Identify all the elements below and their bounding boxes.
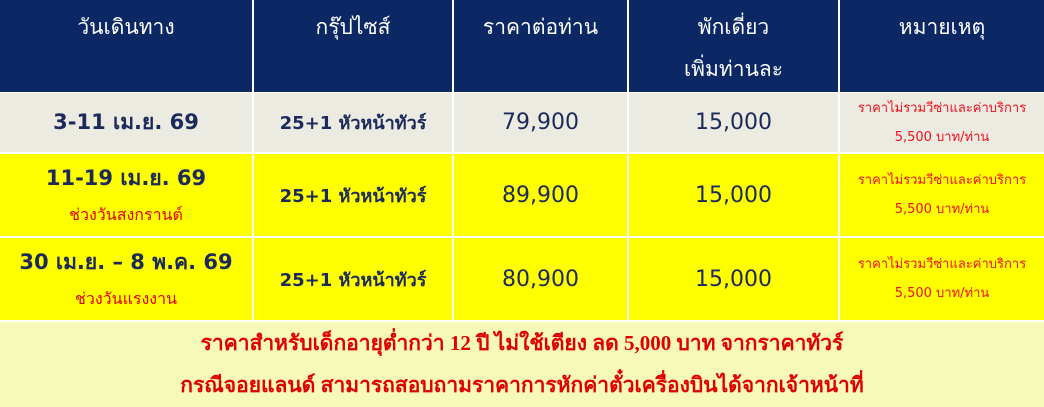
join-land-note: กรณีจอยแลนด์ สามารถสอบถามราคาการหักค่าตั… [180, 373, 864, 397]
period-label: ช่วงวันแรงงาน [74, 289, 178, 308]
period-label: ช่วงวันสงกรานต์ [69, 205, 183, 224]
group-size: 25+1 หัวหน้าทัวร์ [279, 269, 427, 291]
header-group-size: กรุ๊ปไซส์ [254, 0, 454, 92]
price: 89,900 [502, 182, 579, 208]
table-header: วันเดินทาง กรุ๊ปไซส์ ราคาต่อท่าน พักเดี่… [0, 0, 1044, 92]
group-size: 25+1 หัวหน้าทัวร์ [279, 113, 427, 134]
travel-date: 11-19 เม.ย. 69 [45, 166, 207, 190]
footer-notes: ราคาสำหรับเด็กอายุต่ำกว่า 12 ปี ไม่ใช้เต… [0, 322, 1044, 407]
travel-date: 30 เม.ย. – 8 พ.ค. 69 [19, 250, 233, 274]
table-row: 3-11 เม.ย. 69 25+1 หัวหน้าทัวร์ 79,900 1… [0, 93, 1044, 152]
header-label: ราคาต่อท่าน [482, 15, 599, 39]
price: 80,900 [502, 266, 579, 292]
travel-date: 3-11 เม.ย. 69 [53, 110, 199, 134]
remark-line1: ราคาไม่รวมวีซ่าและค่าบริการ [857, 173, 1027, 188]
single-supplement: 15,000 [695, 110, 772, 135]
child-price-note: ราคาสำหรับเด็กอายุต่ำกว่า 12 ปี ไม่ใช้เต… [200, 331, 844, 355]
header-label: วันเดินทาง [77, 15, 175, 39]
header-label: พักเดี่ยว [697, 15, 770, 39]
remark-line1: ราคาไม่รวมวีซ่าและค่าบริการ [857, 257, 1027, 272]
header-label: กรุ๊ปไซส์ [315, 15, 391, 39]
header-price: ราคาต่อท่าน [454, 0, 629, 92]
price: 79,900 [502, 110, 579, 135]
table-row: 30 เม.ย. – 8 พ.ค. 69 ช่วงวันแรงงาน 25+1 ห… [0, 238, 1044, 320]
remark-line1: ราคาไม่รวมวีซ่าและค่าบริการ [857, 100, 1027, 116]
header-travel-date: วันเดินทาง [0, 0, 254, 92]
header-label: หมายเหตุ [898, 15, 986, 39]
group-size: 25+1 หัวหน้าทัวร์ [279, 185, 427, 207]
header-remarks: หมายเหตุ [840, 0, 1044, 92]
remark-line2: 5,500 บาท/ท่าน [894, 286, 990, 301]
single-supplement: 15,000 [695, 182, 772, 208]
remark-line2: 5,500 บาท/ท่าน [894, 129, 990, 145]
header-label-line2: เพิ่มท่านละ [683, 57, 783, 81]
table-row: 11-19 เม.ย. 69 ช่วงวันสงกรานต์ 25+1 หัวหน… [0, 154, 1044, 236]
single-supplement: 15,000 [695, 266, 772, 292]
header-single-supplement: พักเดี่ยวเพิ่มท่านละ [629, 0, 840, 92]
remark-line2: 5,500 บาท/ท่าน [894, 202, 990, 217]
